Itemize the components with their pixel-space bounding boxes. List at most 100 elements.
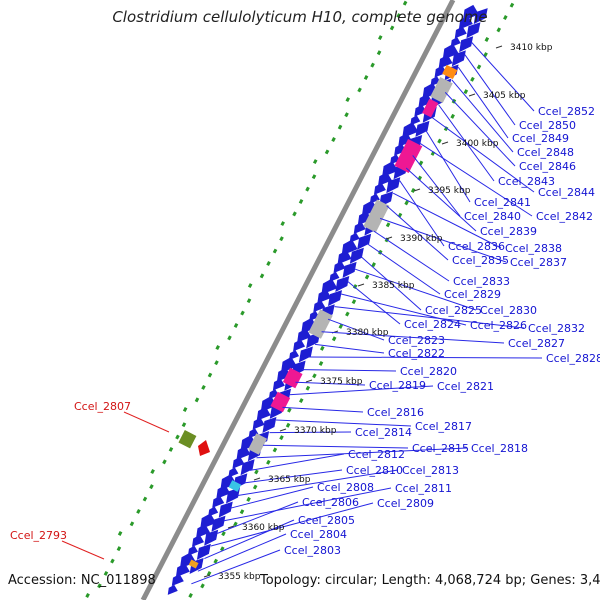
gene-label[interactable]: Ccel_2810: [346, 464, 403, 477]
gc-dot: [142, 496, 148, 502]
gene-label[interactable]: Ccel_2808: [317, 481, 374, 494]
gene-label[interactable]: Ccel_2809: [377, 497, 434, 510]
gene-label[interactable]: Ccel_2812: [348, 448, 405, 461]
gene-label[interactable]: Ccel_2826: [470, 319, 527, 332]
feature-block: [228, 480, 242, 492]
gene-label[interactable]: Ccel_2846: [519, 160, 576, 173]
gene-label[interactable]: Ccel_2803: [284, 544, 341, 557]
gene-label[interactable]: Ccel_2839: [480, 225, 537, 238]
gene-label[interactable]: Ccel_2821: [437, 380, 494, 393]
kbp-label: 3365 kbp: [268, 475, 311, 485]
gene-label-ccel-2793[interactable]: Ccel_2793: [10, 529, 67, 542]
label-leader-line: [360, 255, 422, 311]
cds-arrow: [212, 495, 225, 508]
gene-label[interactable]: Ccel_2805: [298, 514, 355, 527]
gene-label[interactable]: Ccel_2836: [448, 240, 505, 253]
feature-block: [442, 64, 458, 80]
gene-label[interactable]: Ccel_2818: [471, 442, 528, 455]
gene-label[interactable]: Ccel_2837: [510, 256, 567, 269]
cds-arrow: [226, 487, 241, 504]
cds-arrow: [369, 193, 380, 204]
gene-label[interactable]: Ccel_2815: [412, 442, 469, 455]
cds-arrow: [349, 247, 364, 264]
gene-label[interactable]: Ccel_2806: [302, 496, 359, 509]
gene-label[interactable]: Ccel_2844: [538, 186, 595, 199]
gene-label[interactable]: Ccel_2840: [464, 210, 521, 223]
gene-label[interactable]: Ccel_2830: [480, 304, 537, 317]
gene-label-ccel-2807[interactable]: Ccel_2807: [74, 400, 131, 413]
gc-dot: [201, 385, 206, 390]
gene-label[interactable]: Ccel_2811: [395, 482, 452, 495]
gc-dot: [221, 531, 226, 537]
gene-label[interactable]: Ccel_2829: [444, 288, 501, 301]
gene-labels: Ccel_2852Ccel_2850Ccel_2849Ccel_2848Ccel…: [284, 105, 600, 557]
label-leader-line: [262, 444, 409, 449]
cds-arrow: [473, 8, 488, 25]
gene-label[interactable]: Ccel_2842: [536, 210, 593, 223]
gene-label[interactable]: Ccel_2816: [367, 406, 424, 419]
gene-label[interactable]: Ccel_2849: [512, 132, 569, 145]
gc-dot: [371, 262, 376, 268]
cds-arrow: [204, 529, 219, 546]
cds-arrow: [167, 584, 178, 595]
cds-arrow: [462, 4, 479, 21]
gc-dot: [410, 188, 416, 193]
kbp-label: 3355 kbp: [218, 572, 261, 582]
gene-label[interactable]: Ccel_2838: [505, 242, 562, 255]
gene-label[interactable]: Ccel_2825: [425, 304, 482, 317]
gene-label[interactable]: Ccel_2824: [404, 318, 461, 331]
cds-arrow: [262, 417, 277, 433]
gene-label[interactable]: Ccel_2843: [498, 175, 555, 188]
gene-label[interactable]: Ccel_2828: [546, 352, 600, 365]
gene-label[interactable]: Ccel_2850: [519, 119, 576, 132]
kbp-tick: [413, 188, 421, 192]
gene-label[interactable]: Ccel_2814: [355, 426, 412, 439]
label-leader-line: [321, 331, 505, 344]
gc-dot: [162, 459, 167, 465]
gene-label[interactable]: Ccel_2820: [400, 365, 457, 378]
label-leader-line: [457, 66, 509, 139]
label-leader-line: [451, 79, 514, 153]
gene-label[interactable]: Ccel_2813: [402, 464, 459, 477]
gene-label[interactable]: Ccel_2823: [388, 334, 445, 347]
gc-dot: [116, 546, 122, 552]
cds-arrow: [418, 93, 433, 108]
cds-arrow: [276, 367, 291, 382]
gene-label[interactable]: Ccel_2817: [415, 420, 472, 433]
cds-arrow: [342, 261, 357, 278]
gene-label[interactable]: Ccel_2835: [452, 254, 509, 267]
cds-arrow: [208, 506, 219, 517]
gene-label[interactable]: Ccel_2833: [453, 275, 510, 288]
gc-dot: [305, 385, 311, 391]
gc-dot: [259, 273, 265, 279]
gene-label[interactable]: Ccel_2848: [517, 146, 574, 159]
label-leader-line: [464, 54, 516, 126]
gene-label[interactable]: Ccel_2804: [290, 528, 347, 541]
gc-dot: [227, 335, 232, 341]
gene-label[interactable]: Ccel_2827: [508, 337, 565, 350]
gene-label[interactable]: Ccel_2832: [528, 322, 585, 335]
cds-arrow: [466, 22, 481, 39]
label-leader-line: [249, 453, 345, 471]
label-leader-line: [470, 41, 535, 112]
kbp-tick: [227, 525, 235, 529]
feature-block: [188, 559, 199, 569]
cds-arrow: [317, 289, 332, 304]
gc-dot: [266, 459, 271, 465]
gene-label[interactable]: Ccel_2822: [388, 347, 445, 360]
gc-dot: [470, 76, 475, 82]
kbp-label: 3395 kbp: [428, 186, 471, 196]
cds-arrow: [220, 474, 237, 491]
kbp-label: 3405 kbp: [483, 91, 526, 101]
cds-arrow: [438, 54, 453, 69]
cds-arrow: [196, 524, 211, 539]
gc-dot: [206, 571, 212, 576]
gene-label[interactable]: Ccel_2819: [369, 379, 426, 392]
kbp-label: 3380 kbp: [346, 328, 389, 338]
gene-label[interactable]: Ccel_2852: [538, 105, 595, 118]
gc-dot: [331, 137, 336, 142]
gene-label[interactable]: Ccel_2841: [474, 196, 531, 209]
cds-arrow: [187, 545, 198, 556]
gc-dot: [443, 126, 449, 132]
